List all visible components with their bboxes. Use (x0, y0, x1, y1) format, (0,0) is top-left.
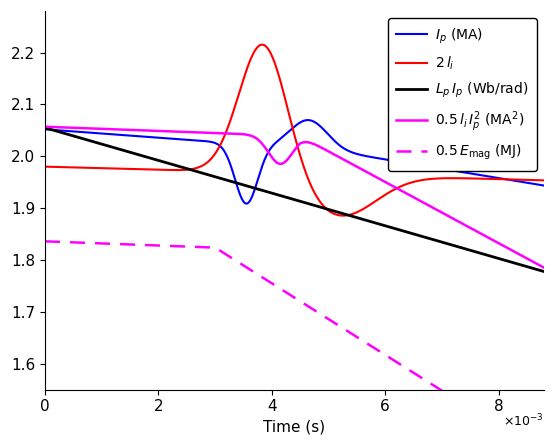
Text: $\times 10^{-3}$: $\times 10^{-3}$ (503, 412, 544, 429)
Legend: $I_p$ (MA), $2\, l_i$, $L_p\, I_p$ (Wb/rad), $0.5\, l_i\, I_p^2$ (MA$^2$), $0.5\: $I_p$ (MA), $2\, l_i$, $L_p\, I_p$ (Wb/r… (388, 18, 537, 171)
X-axis label: Time (s): Time (s) (264, 420, 326, 435)
